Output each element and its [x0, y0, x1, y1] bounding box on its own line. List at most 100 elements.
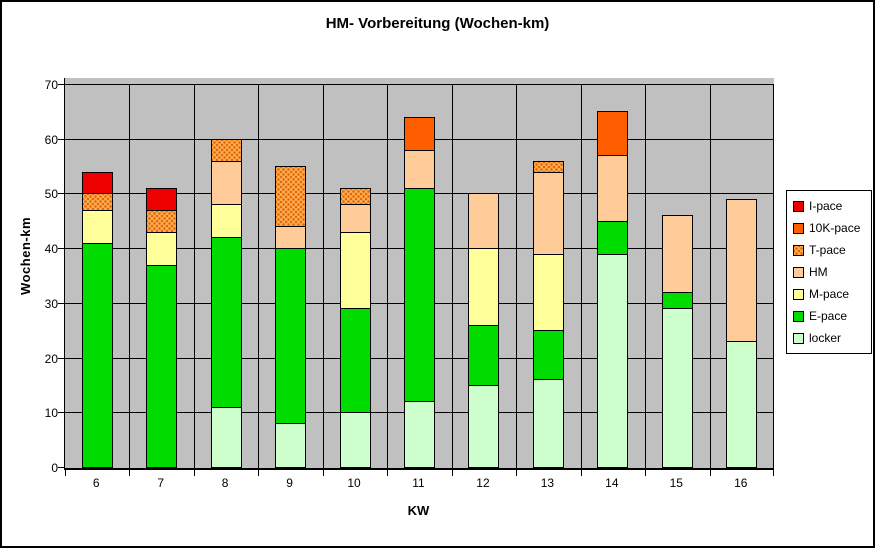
bar-segment-E-pace-kw6 — [81, 242, 113, 468]
legend-item-label: I-pace — [809, 199, 843, 213]
y-tick — [58, 412, 65, 414]
gridline-v — [516, 85, 518, 468]
gridline-v — [322, 85, 324, 468]
bar-segment-locker-kw9 — [275, 423, 307, 468]
bar-segment-HM-kw8 — [210, 160, 242, 206]
x-tick — [451, 470, 453, 476]
bar-segment-HM-kw14 — [597, 155, 629, 222]
legend-item-label: HM — [809, 265, 828, 279]
y-tick — [58, 84, 65, 85]
bar-segment-T-pace-kw13 — [532, 160, 564, 173]
y-tick-label: 70 — [44, 78, 58, 92]
legend-item-HM: HM — [790, 261, 868, 283]
bar-segment-10K-pace-kw14 — [597, 111, 629, 157]
gridline-v — [387, 85, 389, 468]
x-tick — [129, 470, 131, 476]
bar-segment-E-pace-kw8 — [210, 237, 242, 408]
bar-segment-HM-kw10 — [339, 204, 371, 233]
bar-segment-locker-kw12 — [468, 384, 500, 468]
x-tick — [709, 470, 711, 476]
x-tick-label: 16 — [734, 476, 748, 490]
x-tick-label: 14 — [605, 476, 619, 490]
x-axis-title: KW — [407, 503, 430, 518]
bar-segment-E-pace-kw11 — [404, 187, 435, 403]
bar-segment-HM-kw11 — [404, 149, 435, 189]
legend-swatch-HM — [793, 266, 804, 278]
x-tick — [322, 470, 324, 476]
bar-segment-10K-pace-kw11 — [404, 116, 435, 151]
gridline-h — [65, 84, 774, 85]
legend-swatch-locker — [793, 332, 804, 344]
x-tick — [65, 470, 66, 476]
x-tick — [193, 470, 195, 476]
y-tick-label: 40 — [44, 242, 58, 257]
bar-segment-M-pace-kw10 — [339, 231, 371, 310]
x-tick — [516, 470, 518, 476]
legend-swatch-T-pace — [793, 244, 804, 256]
plot-area — [58, 78, 774, 476]
bar-segment-HM-kw12 — [468, 193, 500, 250]
x-tick-label: 7 — [157, 476, 165, 490]
gridline-v — [258, 85, 260, 468]
bar-segment-M-pace-kw7 — [146, 231, 178, 266]
y-tick-label: 20 — [44, 351, 58, 366]
x-tick-label: 9 — [286, 476, 293, 490]
x-tick-label: 13 — [540, 476, 555, 490]
bar-segment-E-pace-kw13 — [532, 330, 564, 381]
x-tick — [773, 470, 774, 476]
bar-segment-M-pace-kw8 — [210, 204, 242, 239]
legend-item-label: T-pace — [809, 243, 846, 257]
bar-segment-T-pace-kw9 — [275, 166, 307, 228]
bar-segment-M-pace-kw12 — [468, 248, 500, 326]
gridline-v — [129, 85, 131, 468]
gridline-v — [773, 85, 774, 468]
y-tick — [58, 467, 65, 468]
legend-item-T-pace: T-pace — [790, 239, 868, 261]
y-tick — [58, 357, 65, 359]
legend-swatch-M-pace — [793, 288, 804, 300]
y-tick-label: 50 — [44, 187, 58, 202]
legend-item-label: E-pace — [809, 309, 848, 323]
bar-segment-HM-kw9 — [275, 226, 307, 250]
chart-title: HM- Vorbereitung (Wochen-km) — [325, 15, 550, 32]
legend-item-locker: locker — [790, 327, 868, 349]
legend-item-label: M-pace — [809, 287, 850, 301]
x-tick — [580, 470, 582, 476]
bar-segment-locker-kw15 — [661, 308, 693, 468]
bar-segment-E-pace-kw12 — [468, 324, 500, 386]
bar-segment-locker-kw11 — [404, 401, 435, 468]
bar-segment-HM-kw13 — [532, 171, 564, 255]
legend: I-pace 10K-pace T-pace HM M-pace E-pace locker — [786, 190, 872, 354]
y-tick — [58, 138, 65, 140]
x-tick-label: 8 — [221, 476, 229, 490]
x-tick-label: 15 — [669, 476, 683, 490]
x-tick — [645, 470, 647, 476]
y-tick — [58, 248, 65, 250]
y-tick — [58, 302, 65, 304]
gridline-v — [580, 85, 582, 468]
y-tick-label: 10 — [44, 406, 58, 421]
bar-segment-M-pace-kw13 — [532, 253, 564, 332]
gridline-v — [193, 85, 195, 468]
x-tick-label: 12 — [476, 476, 490, 490]
bar-segment-E-pace-kw15 — [661, 291, 693, 310]
x-tick — [258, 470, 260, 476]
bar-segment-E-pace-kw9 — [275, 248, 307, 425]
bar-segment-E-pace-kw14 — [597, 220, 629, 255]
gridline-v — [645, 85, 647, 468]
legend-swatch-10K-pace — [793, 222, 804, 234]
x-tick-label: 6 — [92, 476, 100, 490]
y-tick-label: 0 — [51, 461, 58, 475]
legend-item-label: 10K-pace — [809, 221, 861, 235]
bar-segment-locker-kw10 — [339, 412, 371, 468]
bar-segment-M-pace-kw6 — [81, 209, 113, 244]
bar-segment-I-pace-kw7 — [146, 187, 178, 211]
legend-item-E-pace: E-pace — [790, 305, 868, 327]
x-tick-label: 11 — [412, 476, 425, 490]
bar-segment-HM-kw15 — [661, 215, 693, 293]
bar-segment-locker-kw16 — [726, 341, 758, 468]
legend-swatch-E-pace — [793, 310, 804, 322]
gridline-v — [451, 85, 453, 468]
y-tick-label: 60 — [44, 132, 58, 147]
